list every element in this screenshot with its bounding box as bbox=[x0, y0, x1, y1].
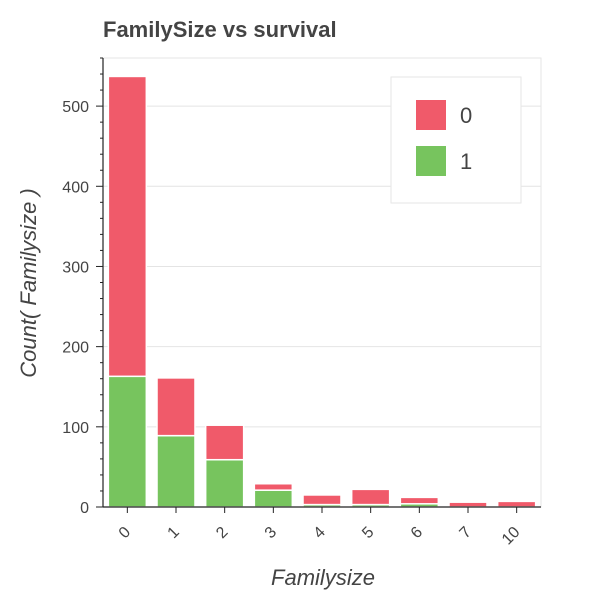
x-tick-label-6: 6 bbox=[408, 524, 426, 542]
y-tick-label-100: 100 bbox=[62, 420, 89, 437]
x-tick-label-4: 4 bbox=[311, 524, 329, 542]
bar-2-series-1 bbox=[204, 458, 245, 508]
y-tick-label-500: 500 bbox=[62, 99, 89, 116]
x-tick-label-7: 7 bbox=[457, 524, 475, 542]
bar-1-series-0 bbox=[156, 377, 196, 437]
bar-5-series-0 bbox=[350, 488, 391, 506]
legend: 01 bbox=[390, 76, 522, 204]
x-axis-label: Familysize bbox=[271, 565, 375, 590]
x-tick-label-3: 3 bbox=[262, 524, 280, 542]
y-tick-label-0: 0 bbox=[80, 500, 89, 517]
y-tick-label-300: 300 bbox=[62, 259, 89, 276]
x-tick-label-5: 5 bbox=[359, 524, 377, 542]
legend-label-0: 0 bbox=[460, 103, 472, 128]
bar-1-series-1 bbox=[156, 434, 196, 508]
bar-6-series-0 bbox=[399, 496, 440, 505]
bar-2-series-0 bbox=[204, 424, 245, 461]
legend-swatch-0 bbox=[416, 100, 446, 130]
chart-title: FamilySize vs survival bbox=[103, 17, 337, 42]
bar-3-series-0 bbox=[253, 482, 294, 491]
bar-0-series-0 bbox=[107, 75, 148, 378]
y-tick-label-400: 400 bbox=[62, 179, 89, 196]
bar-4-series-0 bbox=[302, 494, 342, 506]
x-tick-label-2: 2 bbox=[213, 524, 231, 542]
bars bbox=[107, 75, 537, 508]
legend-swatch-1 bbox=[416, 146, 446, 176]
y-tick-label-200: 200 bbox=[62, 340, 89, 357]
y-axis-label: Count( Familysize ) bbox=[16, 188, 41, 377]
bar-3-series-1 bbox=[253, 489, 294, 508]
x-tick-label-10: 10 bbox=[499, 524, 524, 549]
legend-label-1: 1 bbox=[460, 149, 472, 174]
bar-10-series-0 bbox=[496, 500, 537, 508]
bar-7-series-0 bbox=[448, 501, 488, 508]
x-tick-label-0: 0 bbox=[116, 524, 134, 542]
legend-box bbox=[390, 76, 522, 204]
x-tick-label-1: 1 bbox=[165, 524, 183, 542]
bar-0-series-1 bbox=[107, 375, 148, 508]
